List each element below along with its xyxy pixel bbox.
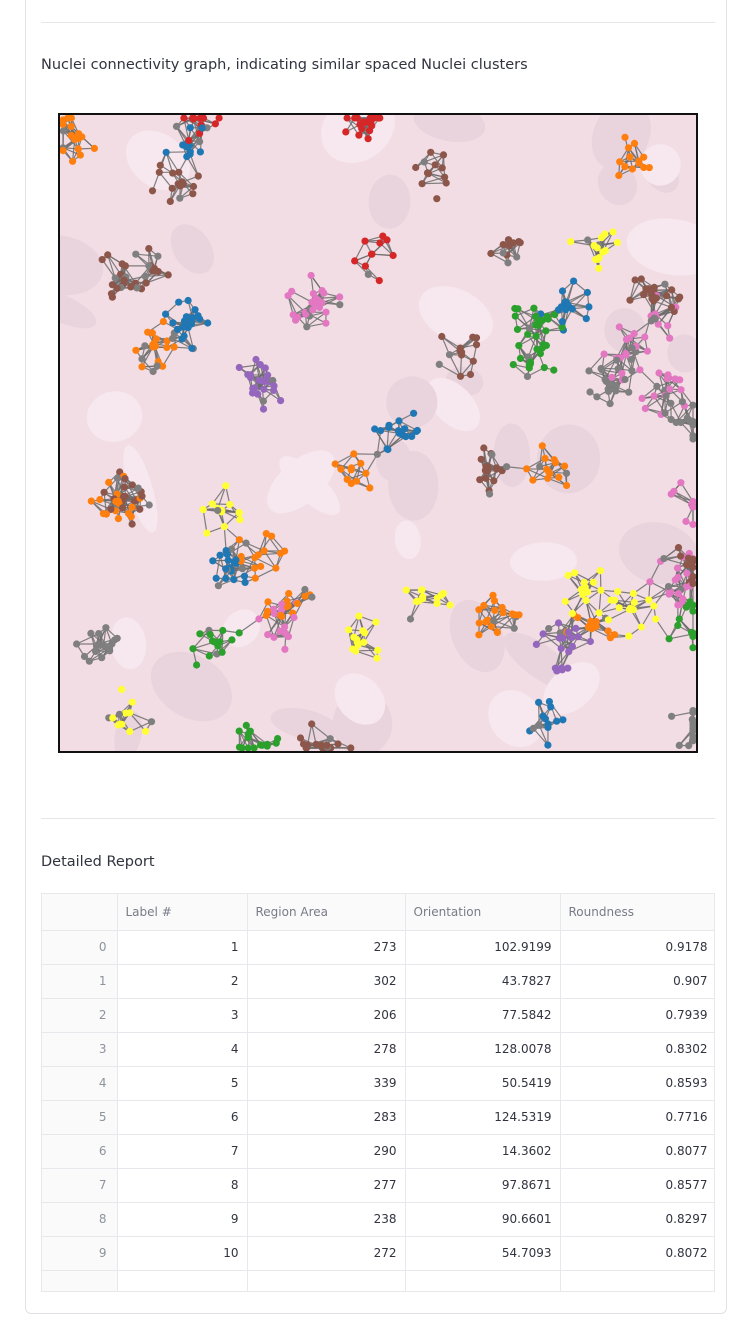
table-row[interactable]: 2 3 206 77.5842 0.7939: [42, 998, 714, 1033]
table-cell-label[interactable]: 8: [117, 1168, 248, 1203]
table-row[interactable]: 9 10 272 54.7093 0.8072: [42, 1236, 714, 1271]
table-cell-index[interactable]: 7: [42, 1168, 118, 1203]
table-cell-label[interactable]: 9: [117, 1202, 248, 1237]
table-cell-empty: [560, 1270, 714, 1291]
table-cell-area[interactable]: 206: [247, 998, 406, 1033]
table-cell-empty: [42, 1270, 118, 1291]
table-cell-roundness[interactable]: 0.7939: [560, 998, 714, 1033]
table-row[interactable]: 7 8 277 97.8671 0.8577: [42, 1168, 714, 1203]
table-row[interactable]: 1 2 302 43.7827 0.907: [42, 964, 714, 999]
table-cell-area[interactable]: 273: [247, 930, 406, 965]
divider: [41, 818, 715, 819]
table-cell-area[interactable]: 339: [247, 1066, 406, 1101]
table-cell-label[interactable]: 6: [117, 1100, 248, 1135]
table-cell-label[interactable]: 3: [117, 998, 248, 1033]
table-row[interactable]: 4 5 339 50.5419 0.8593: [42, 1066, 714, 1101]
table-cell-area[interactable]: 277: [247, 1168, 406, 1203]
table-header-row: Label # Region Area Orientation Roundnes…: [42, 894, 714, 931]
content-card: Nuclei connectivity graph, indicating si…: [25, 0, 727, 1314]
table-row[interactable]: 5 6 283 124.5319 0.7716: [42, 1100, 714, 1135]
table-cell-roundness[interactable]: 0.8577: [560, 1168, 714, 1203]
table-cell-orientation[interactable]: 43.7827: [405, 964, 561, 999]
table-cell-orientation[interactable]: 102.9199: [405, 930, 561, 965]
table-cell-orientation[interactable]: 97.8671: [405, 1168, 561, 1203]
table-cell-orientation[interactable]: 14.3602: [405, 1134, 561, 1169]
table-row[interactable]: 3 4 278 128.0078 0.8302: [42, 1032, 714, 1067]
table-cell-index[interactable]: 4: [42, 1066, 118, 1101]
table-cell-index[interactable]: 1: [42, 964, 118, 999]
table-cell-index[interactable]: 8: [42, 1202, 118, 1237]
table-cell-label[interactable]: 4: [117, 1032, 248, 1067]
graph-canvas: [60, 115, 696, 751]
table-cell-area[interactable]: 302: [247, 964, 406, 999]
graph-nodes: [60, 115, 696, 751]
column-header-index[interactable]: [42, 894, 118, 931]
table-row: [42, 1270, 714, 1291]
table-cell-label[interactable]: 2: [117, 964, 248, 999]
table-cell-roundness[interactable]: 0.8302: [560, 1032, 714, 1067]
column-header-region-area[interactable]: Region Area: [247, 894, 406, 931]
table-cell-empty: [247, 1270, 406, 1291]
report-table[interactable]: Label # Region Area Orientation Roundnes…: [41, 893, 715, 1292]
table-cell-orientation[interactable]: 90.6601: [405, 1202, 561, 1237]
table-cell-roundness[interactable]: 0.8593: [560, 1066, 714, 1101]
table-cell-orientation[interactable]: 50.5419: [405, 1066, 561, 1101]
table-cell-label[interactable]: 10: [117, 1236, 248, 1271]
column-header-orientation[interactable]: Orientation: [405, 894, 561, 931]
table-cell-orientation[interactable]: 124.5319: [405, 1100, 561, 1135]
table-cell-empty: [405, 1270, 561, 1291]
table-cell-orientation[interactable]: 77.5842: [405, 998, 561, 1033]
table-cell-index[interactable]: 3: [42, 1032, 118, 1067]
table-cell-label[interactable]: 1: [117, 930, 248, 965]
table-cell-index[interactable]: 5: [42, 1100, 118, 1135]
table-cell-area[interactable]: 290: [247, 1134, 406, 1169]
table-cell-index[interactable]: 6: [42, 1134, 118, 1169]
table-cell-label[interactable]: 5: [117, 1066, 248, 1101]
table-row[interactable]: 6 7 290 14.3602 0.8077: [42, 1134, 714, 1169]
table-cell-roundness[interactable]: 0.8077: [560, 1134, 714, 1169]
table-row[interactable]: 8 9 238 90.6601 0.8297: [42, 1202, 714, 1237]
report-title: Detailed Report: [41, 854, 155, 870]
table-cell-roundness[interactable]: 0.7716: [560, 1100, 714, 1135]
column-header-label[interactable]: Label #: [117, 894, 248, 931]
table-cell-roundness[interactable]: 0.8072: [560, 1236, 714, 1271]
table-cell-index[interactable]: 9: [42, 1236, 118, 1271]
table-cell-roundness[interactable]: 0.8297: [560, 1202, 714, 1237]
table-cell-index[interactable]: 0: [42, 930, 118, 965]
table-cell-area[interactable]: 283: [247, 1100, 406, 1135]
nuclei-connectivity-graph-image: [58, 113, 698, 753]
table-cell-empty: [117, 1270, 248, 1291]
table-cell-area[interactable]: 238: [247, 1202, 406, 1237]
table-cell-orientation[interactable]: 54.7093: [405, 1236, 561, 1271]
table-cell-roundness[interactable]: 0.907: [560, 964, 714, 999]
table-cell-area[interactable]: 278: [247, 1032, 406, 1067]
column-header-roundness[interactable]: Roundness: [560, 894, 714, 931]
table-cell-index[interactable]: 2: [42, 998, 118, 1033]
table-cell-orientation[interactable]: 128.0078: [405, 1032, 561, 1067]
divider: [41, 22, 715, 23]
table-cell-roundness[interactable]: 0.9178: [560, 930, 714, 965]
table-row[interactable]: 0 1 273 102.9199 0.9178: [42, 930, 714, 965]
table-cell-label[interactable]: 7: [117, 1134, 248, 1169]
table-cell-area[interactable]: 272: [247, 1236, 406, 1271]
graph-caption: Nuclei connectivity graph, indicating si…: [41, 57, 528, 73]
